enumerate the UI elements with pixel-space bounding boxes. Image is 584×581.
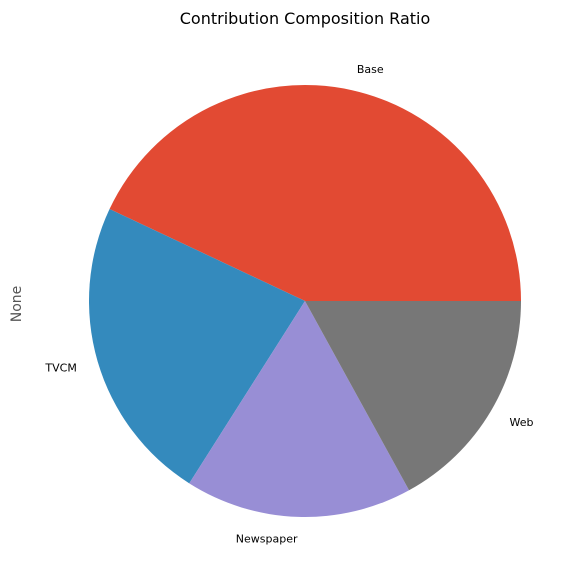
pie-slice-tvcm: [89, 209, 305, 484]
pie-slice-web: [305, 301, 521, 491]
pie-slice-newspaper: [189, 301, 410, 517]
pie-slices: [89, 85, 521, 517]
pie-label-newspaper: Newspaper: [236, 532, 298, 545]
pie-label-web: Web: [510, 416, 534, 429]
pie-label-tvcm: TVCM: [44, 361, 76, 374]
chart-title: Contribution Composition Ratio: [180, 9, 431, 28]
y-axis-label: None: [9, 286, 25, 323]
pie-labels: Base TVCM Newspaper Web: [44, 63, 533, 545]
pie-label-base: Base: [357, 63, 384, 76]
pie-slice-base: [109, 85, 521, 301]
